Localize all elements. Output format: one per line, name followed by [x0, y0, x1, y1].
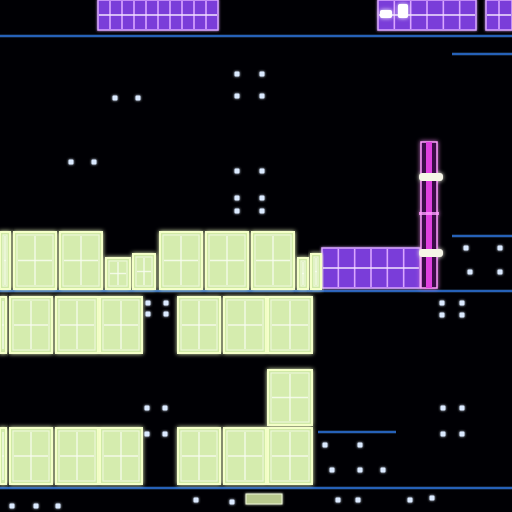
star-dot-icon: [144, 405, 150, 411]
pole-icon: [419, 141, 443, 289]
star-dot-icon: [193, 497, 199, 503]
purple-brick-icon: [377, 0, 477, 31]
pole-ring: [419, 249, 443, 257]
green-brick-icon: [99, 296, 143, 354]
green-brick-icon: [159, 231, 203, 290]
green-brick-icon: [9, 296, 53, 354]
star-dot-icon: [91, 159, 97, 165]
marker-icon: [245, 493, 283, 505]
star-dot-icon: [145, 311, 151, 317]
star-dot-icon: [357, 467, 363, 473]
green-bricks: [0, 231, 322, 485]
star-dot-icon: [329, 467, 335, 473]
green-brick-icon: [13, 231, 57, 290]
green-brick-icon: [55, 427, 99, 485]
green-brick-icon: [0, 231, 11, 290]
platform-lines: [0, 34, 512, 490]
purple-brick-icon: [485, 0, 512, 31]
marker-icon: [380, 4, 408, 18]
star-dot-icon: [112, 95, 118, 101]
green-brick-icon: [177, 296, 221, 354]
star-dot-icon: [335, 497, 341, 503]
star-dot-icon: [440, 431, 446, 437]
star-dot-icon: [259, 195, 265, 201]
star-dot-icon: [380, 467, 386, 473]
green-brick-icon: [105, 257, 131, 290]
star-dot-icon: [259, 168, 265, 174]
star-dot-icon: [234, 168, 240, 174]
star-dots: [9, 71, 503, 509]
green-brick-icon: [297, 257, 309, 290]
star-dot-icon: [145, 300, 151, 306]
star-dot-icon: [355, 497, 361, 503]
green-brick-icon: [0, 296, 7, 354]
star-dot-icon: [459, 431, 465, 437]
green-brick-icon: [55, 296, 99, 354]
star-dot-icon: [459, 300, 465, 306]
star-dot-icon: [33, 503, 39, 509]
star-dot-icon: [163, 300, 169, 306]
star-dot-icon: [459, 405, 465, 411]
star-dot-icon: [463, 245, 469, 251]
star-dot-icon: [440, 405, 446, 411]
star-dot-icon: [55, 503, 61, 509]
star-dot-icon: [162, 405, 168, 411]
star-dot-icon: [234, 208, 240, 214]
star-dot-icon: [497, 269, 503, 275]
green-brick-icon: [0, 427, 7, 485]
pole: [245, 4, 443, 505]
star-dot-icon: [144, 431, 150, 437]
green-brick-icon: [9, 427, 53, 485]
star-dot-icon: [234, 93, 240, 99]
star-dot-icon: [497, 245, 503, 251]
purple-bricks: [97, 0, 512, 289]
green-brick-icon: [132, 253, 156, 290]
green-brick-icon: [310, 253, 322, 290]
star-dot-icon: [259, 93, 265, 99]
star-dot-icon: [68, 159, 74, 165]
star-dot-icon: [229, 499, 235, 505]
star-dot-icon: [234, 71, 240, 77]
star-dot-icon: [259, 208, 265, 214]
star-dot-icon: [259, 71, 265, 77]
pole-ring: [419, 173, 443, 181]
star-dot-icon: [9, 503, 15, 509]
star-dot-icon: [234, 195, 240, 201]
star-dot-icon: [439, 300, 445, 306]
star-dot-icon: [439, 312, 445, 318]
green-brick-icon: [223, 296, 267, 354]
star-dot-icon: [429, 495, 435, 501]
star-dot-icon: [459, 312, 465, 318]
green-brick-icon: [267, 296, 313, 354]
green-brick-icon: [267, 427, 313, 485]
green-brick-icon: [59, 231, 103, 290]
star-dot-icon: [407, 497, 413, 503]
green-brick-icon: [251, 231, 295, 290]
green-brick-icon: [177, 427, 221, 485]
star-dot-icon: [162, 431, 168, 437]
star-dot-icon: [322, 442, 328, 448]
green-brick-icon: [223, 427, 267, 485]
purple-brick-icon: [97, 0, 219, 31]
star-dot-icon: [135, 95, 141, 101]
green-brick-icon: [267, 369, 313, 426]
green-brick-icon: [205, 231, 249, 290]
green-brick-icon: [99, 427, 143, 485]
star-dot-icon: [163, 311, 169, 317]
star-dot-icon: [357, 442, 363, 448]
purple-brick-icon: [321, 247, 421, 289]
star-dot-icon: [467, 269, 473, 275]
